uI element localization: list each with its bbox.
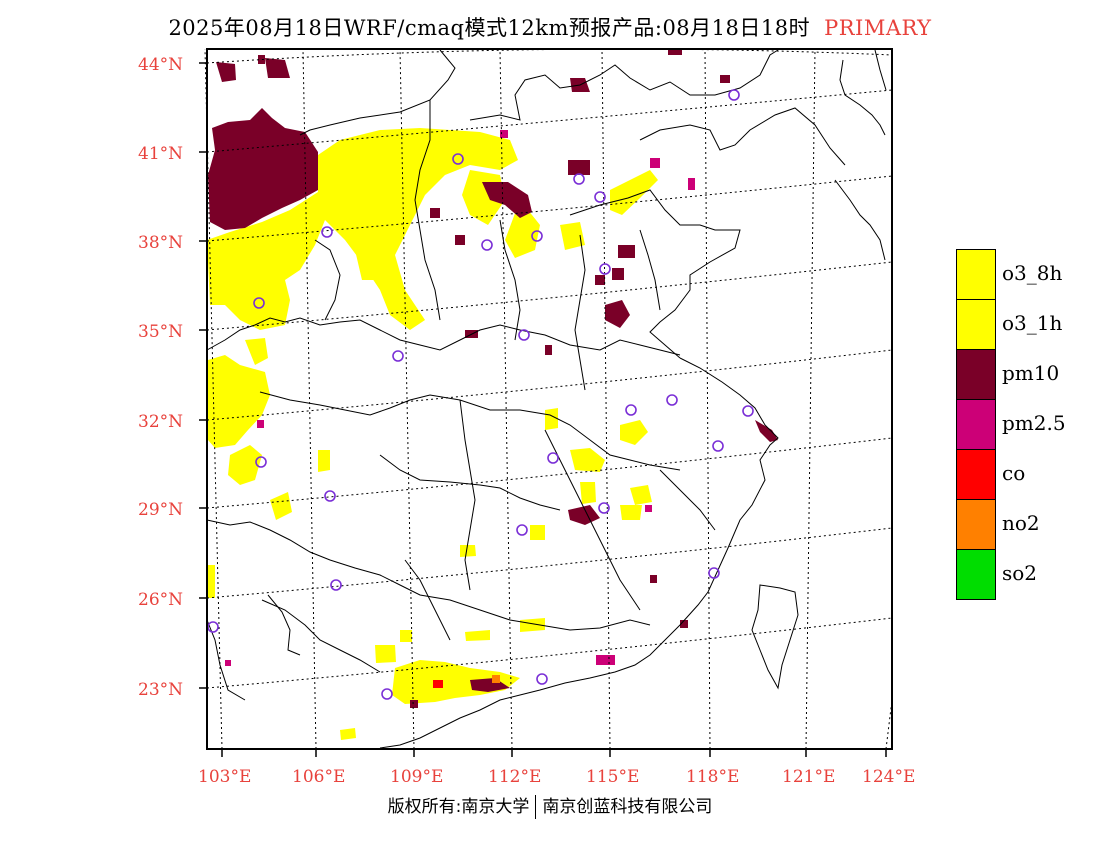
map-title: 2025年08月18日WRF/cmaq模式12km预报产品:08月18日18时 P… bbox=[0, 12, 1100, 42]
legend-swatch bbox=[956, 249, 996, 300]
lon-label: 109°E bbox=[390, 767, 444, 787]
lon-label: 124°E bbox=[862, 767, 916, 787]
legend-label: pm10 bbox=[1002, 361, 1060, 385]
lon-label: 106°E bbox=[292, 767, 346, 787]
legend-item-no2: no2 bbox=[956, 499, 1040, 550]
graticule bbox=[204, 48, 893, 750]
lat-label: 29°N bbox=[138, 500, 184, 520]
footer-separator bbox=[535, 795, 537, 819]
boundaries bbox=[206, 49, 887, 749]
lon-label: 103°E bbox=[198, 767, 252, 787]
lat-label: 32°N bbox=[138, 412, 184, 432]
legend-swatch bbox=[956, 449, 996, 500]
lat-label: 23°N bbox=[138, 680, 184, 700]
legend-swatch bbox=[956, 349, 996, 400]
lon-label: 118°E bbox=[686, 767, 740, 787]
legend-label: o3_8h bbox=[1002, 261, 1063, 285]
map-frame bbox=[206, 48, 893, 750]
footer: 版权所有:南京大学 南京创蓝科技有限公司 bbox=[0, 792, 1100, 819]
legend-label: no2 bbox=[1002, 511, 1040, 535]
lat-label: 44°N bbox=[138, 55, 184, 75]
legend-label: o3_1h bbox=[1002, 311, 1063, 335]
legend-label: co bbox=[1002, 461, 1026, 485]
legend-swatch bbox=[956, 399, 996, 450]
lat-label: 38°N bbox=[138, 233, 184, 253]
lat-label: 41°N bbox=[138, 144, 184, 164]
lon-label: 115°E bbox=[586, 767, 640, 787]
lat-label: 26°N bbox=[138, 590, 184, 610]
legend-item-pm10: pm10 bbox=[956, 349, 1059, 400]
footer-copyright: 版权所有:南京大学 bbox=[387, 797, 530, 817]
legend-swatch bbox=[956, 299, 996, 350]
legend-item-o3-8h: o3_8h bbox=[956, 249, 1062, 300]
legend-label: so2 bbox=[1002, 561, 1038, 585]
lon-label: 121°E bbox=[782, 767, 836, 787]
pm10-areas bbox=[208, 48, 778, 708]
legend-item-so2: so2 bbox=[956, 549, 1037, 600]
title-text: 2025年08月18日WRF/cmaq模式12km预报产品:08月18日18时 bbox=[168, 16, 811, 40]
legend-item-o3-1h: o3_1h bbox=[956, 299, 1062, 350]
legend-item-co: co bbox=[956, 449, 1025, 500]
title-highlight: PRIMARY bbox=[824, 16, 932, 40]
pm25-areas bbox=[225, 130, 695, 666]
footer-company: 南京创蓝科技有限公司 bbox=[542, 797, 713, 817]
legend-item-pm25: pm2.5 bbox=[956, 399, 1066, 450]
legend-swatch bbox=[956, 499, 996, 550]
o3-areas bbox=[207, 128, 658, 740]
lat-label: 35°N bbox=[138, 322, 184, 342]
legend-swatch bbox=[956, 549, 996, 600]
lon-label: 112°E bbox=[488, 767, 542, 787]
legend-label: pm2.5 bbox=[1002, 411, 1066, 435]
